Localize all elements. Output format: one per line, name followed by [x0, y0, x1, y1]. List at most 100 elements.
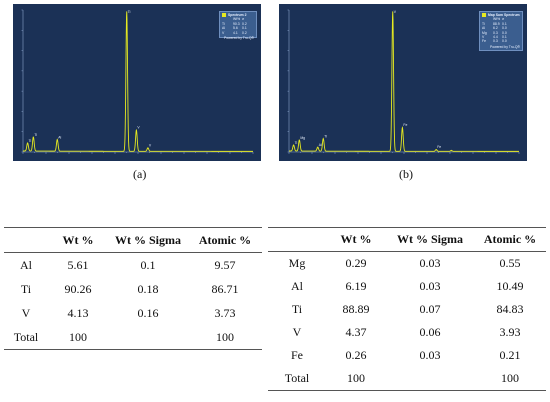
table-cell: 0.06	[419, 325, 441, 339]
peak-point	[450, 150, 452, 152]
legend-swatch	[222, 13, 226, 18]
peak-label: V	[137, 126, 140, 130]
table-header-row: Wt % Wt % Sigma Atomic %	[4, 227, 262, 253]
legend-sigma: 0.0	[502, 30, 507, 35]
legend-sigma: 0.0	[502, 39, 507, 44]
table-header-row: Wt % Wt % Sigma Atomic %	[268, 227, 546, 252]
legend-footer: Powered by Tru-Q®	[489, 44, 520, 49]
peak-point	[126, 11, 128, 13]
table-cell: 10.49	[496, 279, 524, 293]
table-row: Ti 90.26 0.18 86.71	[4, 277, 262, 301]
table-cell: 3.73	[214, 305, 236, 320]
legend-el: V	[222, 30, 225, 35]
element-cell: Ti	[20, 281, 32, 296]
table-cell: 100	[474, 367, 546, 391]
peak-label: V	[149, 143, 152, 147]
table-cell: 6.19	[345, 279, 367, 293]
table-row: V 4.13 0.16 3.73	[4, 301, 262, 325]
peak-point	[293, 145, 294, 147]
legend-sigma: 0.1	[502, 35, 507, 40]
table-cell: 4.37	[345, 325, 367, 339]
spectrum-line	[23, 11, 253, 152]
legend-el: Ti	[222, 21, 225, 26]
header-cell	[4, 227, 48, 253]
peak-point	[27, 143, 28, 145]
legend-sigma: 0.0	[502, 26, 507, 31]
header-cell: Wt %	[326, 227, 386, 252]
table-cell: 0.29	[345, 256, 367, 270]
table-cell: 0.03	[419, 348, 441, 362]
table-row: V 4.37 0.06 3.93	[268, 321, 546, 344]
legend-wt: 0.3	[493, 30, 498, 35]
peak-label: Ti	[29, 139, 32, 143]
table-row-total: Total 100 100	[4, 325, 262, 350]
legend-header-wt: Wt%	[233, 17, 241, 22]
table-row-total: Total 100 100	[268, 367, 546, 391]
legend-sigma: 0.1	[242, 26, 247, 31]
table-cell: 0.26	[345, 348, 367, 362]
legend-footer: Powered by Tru-Q®	[223, 36, 254, 41]
caption-a: (a)	[133, 167, 147, 181]
peak-label: V	[394, 10, 397, 14]
element-cell: Fe	[291, 348, 303, 362]
element-cell: V	[21, 305, 31, 320]
legend-wt: 90.3	[233, 21, 240, 26]
element-cell: Mg	[288, 256, 306, 270]
legend-header-sigma: σ	[502, 17, 505, 22]
legend-sigma: 0.1	[502, 21, 507, 26]
table-row: Mg 0.29 0.03 0.55	[268, 252, 546, 276]
header-cell: Atomic %	[188, 227, 262, 253]
table-row: Al 5.61 0.1 9.57	[4, 253, 262, 278]
peak-point	[147, 148, 149, 149]
element-cell: Total	[4, 325, 48, 350]
legend-sigma: 0.2	[242, 30, 247, 35]
table-cell: 5.61	[67, 257, 89, 272]
peak-label: Mg	[300, 136, 305, 140]
table-cell: 100	[326, 367, 386, 391]
peak-point	[298, 140, 300, 142]
table-cell: 100	[48, 325, 108, 350]
spectrum-line	[289, 11, 519, 152]
table-cell: 100	[188, 325, 262, 350]
table-cell: 9.57	[214, 257, 236, 272]
table-cell: 0.16	[137, 305, 159, 320]
peak-point	[401, 127, 403, 129]
legend-el: V	[482, 35, 485, 40]
legend-el: Mg	[482, 30, 487, 35]
legend-wt: 0.3	[493, 39, 498, 44]
table-cell: 88.89	[342, 302, 370, 316]
element-cell: Al	[20, 257, 32, 272]
table-row: Al 6.19 0.03 10.49	[268, 275, 546, 298]
caption-b: (b)	[399, 167, 413, 181]
peak-label: Al	[319, 143, 322, 147]
composition-table-b: Wt % Wt % Sigma Atomic % Mg 0.29 0.03 0.…	[268, 227, 546, 391]
legend-el: Al	[482, 26, 486, 31]
element-cell: V	[292, 325, 302, 339]
table-row: Fe 0.26 0.03 0.21	[268, 344, 546, 367]
legend-el: Al	[222, 26, 226, 31]
spectrum-panel-b: Ti Mg Al Ti V Fe Fe Map Sum Spectrum Wt% σ Ti 88…	[279, 4, 527, 161]
legend-wt: 4.1	[233, 30, 238, 35]
table-cell: 90.26	[64, 281, 92, 296]
legend-swatch	[482, 13, 486, 18]
legend-header-sigma: σ	[242, 17, 245, 22]
table-cell: 0.18	[137, 281, 159, 296]
header-cell: Wt % Sigma	[386, 227, 474, 252]
table-cell: 4.13	[67, 305, 89, 320]
header-cell	[268, 227, 326, 252]
peak-point	[435, 149, 437, 151]
table-cell	[386, 367, 474, 391]
table-row: Ti 88.89 0.07 84.83	[268, 298, 546, 321]
peak-label: Ti	[128, 10, 131, 14]
legend-wt: 88.9	[493, 21, 500, 26]
table-cell: 0.1	[140, 257, 156, 272]
legend-title: Map Sum Spectrum	[488, 13, 520, 17]
peak-label: Ti	[324, 134, 327, 138]
peak-label: Al	[58, 135, 61, 139]
peak-label: Fe	[437, 145, 441, 149]
legend-header-wt: Wt%	[493, 17, 501, 22]
legend-el: Ti	[482, 21, 485, 26]
legend-wt: 4.4	[493, 35, 498, 40]
